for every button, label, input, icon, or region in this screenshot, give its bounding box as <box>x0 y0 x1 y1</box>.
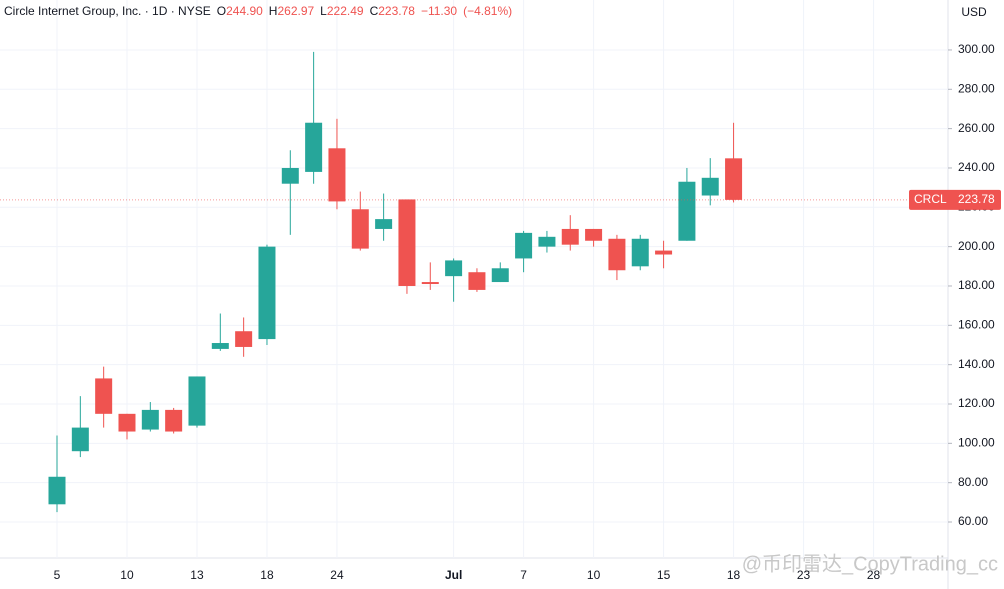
candle-body <box>235 331 253 347</box>
watermark: @币印雷达_CopyTrading_cc <box>742 552 998 575</box>
y-tick-label: 200.00 <box>958 239 995 253</box>
legend-value: 244.90 <box>226 4 263 18</box>
candle-body <box>258 246 276 340</box>
candle-body <box>118 413 136 432</box>
y-tick-label: 120.00 <box>958 396 995 410</box>
legend-value: 223.78 <box>378 4 415 18</box>
legend-value: 262.97 <box>277 4 315 18</box>
candle-body <box>608 238 626 271</box>
legend-item: H262.97 <box>269 4 314 18</box>
x-tick-label: 7 <box>520 568 527 582</box>
candle-body <box>491 268 509 283</box>
chart-title: Circle Internet Group, Inc. · 1D · NYSE <box>4 4 211 18</box>
x-tick-label: 18 <box>260 568 274 582</box>
candle-body <box>631 238 649 267</box>
candle-body <box>445 260 463 277</box>
legend-item: C223.78 <box>370 4 415 18</box>
candle-body <box>188 376 206 426</box>
candle-body <box>305 122 323 172</box>
candle-body <box>141 409 159 430</box>
legend-key: C <box>369 4 379 18</box>
x-tick-label: 23 <box>797 568 811 582</box>
candle-body <box>538 236 556 247</box>
legend-key: O <box>216 4 227 18</box>
last-price-label: 223.78 <box>958 192 995 206</box>
price-label-box <box>909 189 1001 210</box>
y-tick-label: 140.00 <box>958 357 995 371</box>
x-tick-label: 15 <box>657 568 671 582</box>
candle-body <box>678 181 696 241</box>
x-tick-label: 24 <box>330 568 344 582</box>
legend-value: 222.49 <box>326 4 364 18</box>
y-tick-label: 300.00 <box>958 42 995 56</box>
x-tick-label: 18 <box>727 568 741 582</box>
candle-body <box>515 232 533 259</box>
y-tick-label: 80.00 <box>958 475 988 489</box>
candle-body <box>281 167 299 184</box>
candle-body <box>375 219 393 229</box>
legend-key: L <box>320 4 327 18</box>
candle-body <box>725 158 743 200</box>
change: −11.30 <box>420 4 458 18</box>
candle-body <box>48 476 66 505</box>
candle-body <box>468 272 486 290</box>
candle-body <box>561 228 579 245</box>
currency: USD <box>961 5 987 19</box>
legend-item: O244.90 <box>217 4 263 18</box>
legend: Circle Internet Group, Inc. · 1D · NYSE … <box>4 4 512 18</box>
legend-item: L222.49 <box>320 4 363 18</box>
candle-body <box>398 199 416 286</box>
y-tick-label: 280.00 <box>958 81 995 95</box>
candle-body <box>71 427 89 452</box>
candle-body <box>95 378 113 414</box>
candle-body <box>165 409 183 432</box>
y-tick-label: 240.00 <box>958 160 995 174</box>
x-tick-label: Jul <box>445 568 462 582</box>
candle-body <box>655 250 673 255</box>
candle-body <box>701 177 719 196</box>
y-tick-label: 60.00 <box>958 514 988 528</box>
x-tick-label: 13 <box>190 568 204 582</box>
candle-body <box>585 228 603 241</box>
symbol-label: CRCL <box>914 192 947 206</box>
x-tick-label: 10 <box>120 568 134 582</box>
change-percent: (−4.81%) <box>463 4 513 18</box>
y-tick-label: 180.00 <box>958 278 995 292</box>
x-tick-label: 28 <box>867 568 881 582</box>
y-tick-label: 260.00 <box>958 121 995 135</box>
y-tick-label: 100.00 <box>958 436 995 450</box>
x-tick-label: 5 <box>54 568 61 582</box>
candle-body <box>421 282 439 285</box>
candle-body <box>328 148 346 202</box>
legend-key: H <box>268 4 278 18</box>
x-tick-label: 10 <box>587 568 601 582</box>
candle-body <box>211 343 229 349</box>
y-tick-label: 160.00 <box>958 317 995 331</box>
candle-body <box>351 209 369 249</box>
